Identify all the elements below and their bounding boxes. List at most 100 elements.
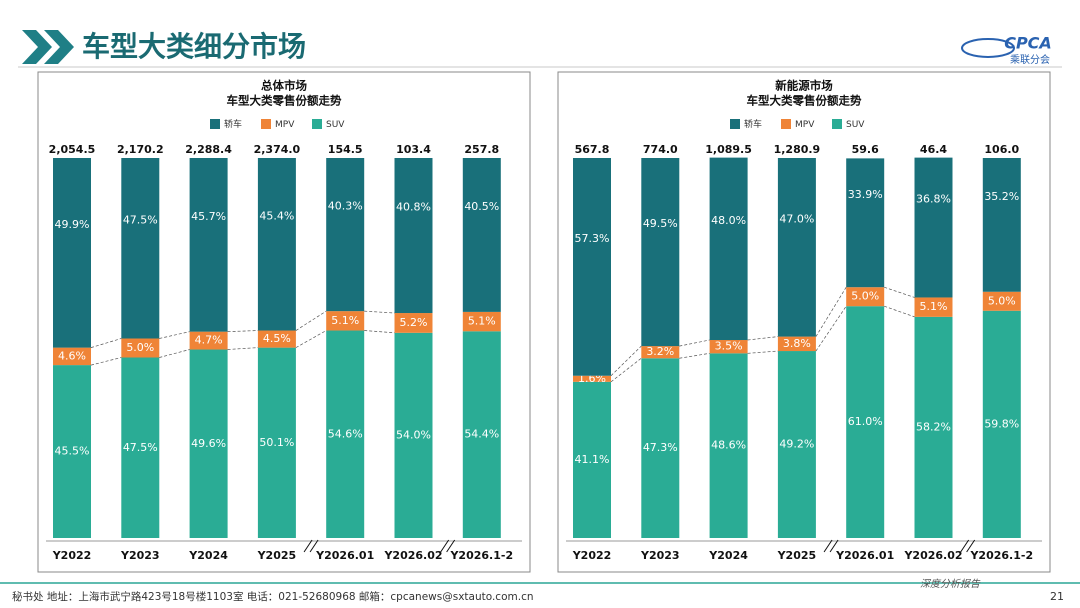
- bar-segment: [53, 365, 91, 538]
- value-label: 5.1%: [331, 314, 359, 327]
- x-tick-label: Y2026.1-2: [449, 549, 513, 562]
- bar-segment: [462, 331, 501, 538]
- total-label: 2,288.4: [185, 143, 232, 156]
- footer-contact: 秘书处 地址：上海市武宁路423号18号楼1103室 电话：021-526809…: [12, 590, 534, 603]
- value-label: 40.3%: [328, 200, 363, 213]
- chart-frame: [37, 71, 531, 573]
- bar-segment: [189, 331, 228, 350]
- value-label: 54.6%: [328, 427, 363, 440]
- total-label: 1,089.5: [705, 143, 752, 156]
- value-label: 5.2%: [400, 316, 428, 329]
- logo-subtext: 乘联分会: [1010, 53, 1050, 66]
- logo-text: CPCA: [1004, 34, 1052, 53]
- value-label: 58.2%: [916, 420, 951, 433]
- connector: [90, 357, 122, 366]
- value-label: 47.3%: [643, 441, 678, 454]
- bar-segment: [641, 346, 680, 359]
- value-label: 49.5%: [643, 217, 678, 230]
- x-tick-label: Y2022: [572, 549, 612, 562]
- value-label: 47.5%: [123, 213, 158, 226]
- x-tick-label: Y2026.01: [835, 549, 894, 562]
- connector: [679, 339, 710, 347]
- connector: [610, 345, 642, 376]
- axis-break: [446, 539, 456, 553]
- value-label: 41.1%: [575, 453, 610, 466]
- value-label: 5.0%: [126, 341, 154, 354]
- connector: [159, 349, 190, 358]
- total-label: 59.6: [852, 143, 879, 156]
- value-label: 35.2%: [984, 190, 1019, 203]
- bar-segment: [121, 158, 160, 339]
- axis-break: [966, 539, 976, 553]
- bar-segment: [257, 347, 296, 538]
- value-label: 5.0%: [851, 290, 879, 303]
- bar-segment: [709, 353, 748, 538]
- chevron: [22, 30, 52, 64]
- legend-swatch: [832, 119, 842, 129]
- bar-segment: [641, 158, 680, 347]
- connector: [884, 286, 915, 298]
- value-label: 4.6%: [58, 349, 86, 362]
- value-label: 36.8%: [916, 193, 951, 206]
- chart-frame: [557, 71, 1051, 573]
- page-number: 21: [1050, 590, 1064, 603]
- connector: [227, 347, 258, 350]
- chart-title: 新能源市场: [775, 79, 833, 93]
- legend-label: 轿车: [744, 118, 762, 130]
- total-label: 1,280.9: [774, 143, 821, 156]
- bar-segment: [846, 306, 885, 538]
- logo-swoosh: [961, 38, 1015, 58]
- value-label: 40.8%: [396, 201, 431, 214]
- x-tick-label: Y2026.1-2: [969, 549, 1033, 562]
- x-tick-label: Y2025: [257, 549, 297, 562]
- bar-segment: [257, 158, 296, 331]
- chart-subtitle: 车型大类零售份额走势: [747, 94, 862, 108]
- value-label: 57.3%: [575, 232, 610, 245]
- connector: [610, 357, 642, 383]
- bar-segment: [189, 158, 228, 332]
- value-label: 61.0%: [848, 415, 883, 428]
- value-label: 4.7%: [195, 334, 223, 347]
- bar-segment: [777, 351, 816, 538]
- bar-segment: [257, 330, 296, 348]
- x-tick-label: Y2023: [640, 549, 680, 562]
- axis-break: [823, 539, 833, 553]
- bar-segment: [394, 158, 433, 314]
- connector: [679, 352, 710, 359]
- x-tick-label: Y2026.02: [903, 549, 962, 562]
- x-tick-label: Y2023: [120, 549, 160, 562]
- connector: [295, 310, 327, 331]
- value-label: 45.4%: [259, 209, 294, 222]
- connector: [747, 350, 778, 354]
- axis-break: [309, 539, 319, 553]
- axis-break: [829, 539, 839, 553]
- value-label: 40.5%: [464, 200, 499, 213]
- connector: [747, 336, 778, 341]
- total-label: 257.8: [464, 143, 499, 156]
- connector: [159, 331, 190, 339]
- connector: [227, 330, 258, 333]
- bar-segment: [326, 330, 365, 538]
- bar-segment: [394, 313, 433, 333]
- bar-segment: [914, 157, 953, 298]
- bar-segment: [777, 336, 816, 352]
- x-tick-label: Y2026.01: [315, 549, 374, 562]
- connector: [364, 330, 395, 334]
- bar-segment: [189, 349, 228, 538]
- bar-segment: [709, 157, 748, 341]
- bar-segment: [914, 316, 953, 538]
- legend-swatch: [781, 119, 791, 129]
- axis-break: [960, 539, 970, 553]
- bar-segment: [394, 332, 433, 538]
- bar-segment: [982, 158, 1021, 292]
- connector: [295, 330, 327, 348]
- bar-segment: [709, 340, 748, 354]
- total-label: 154.5: [328, 143, 363, 156]
- value-label: 33.9%: [848, 188, 883, 201]
- value-label: 49.2%: [779, 438, 814, 451]
- connector: [815, 306, 847, 352]
- value-label: 3.8%: [783, 337, 811, 350]
- total-label: 46.4: [920, 143, 947, 156]
